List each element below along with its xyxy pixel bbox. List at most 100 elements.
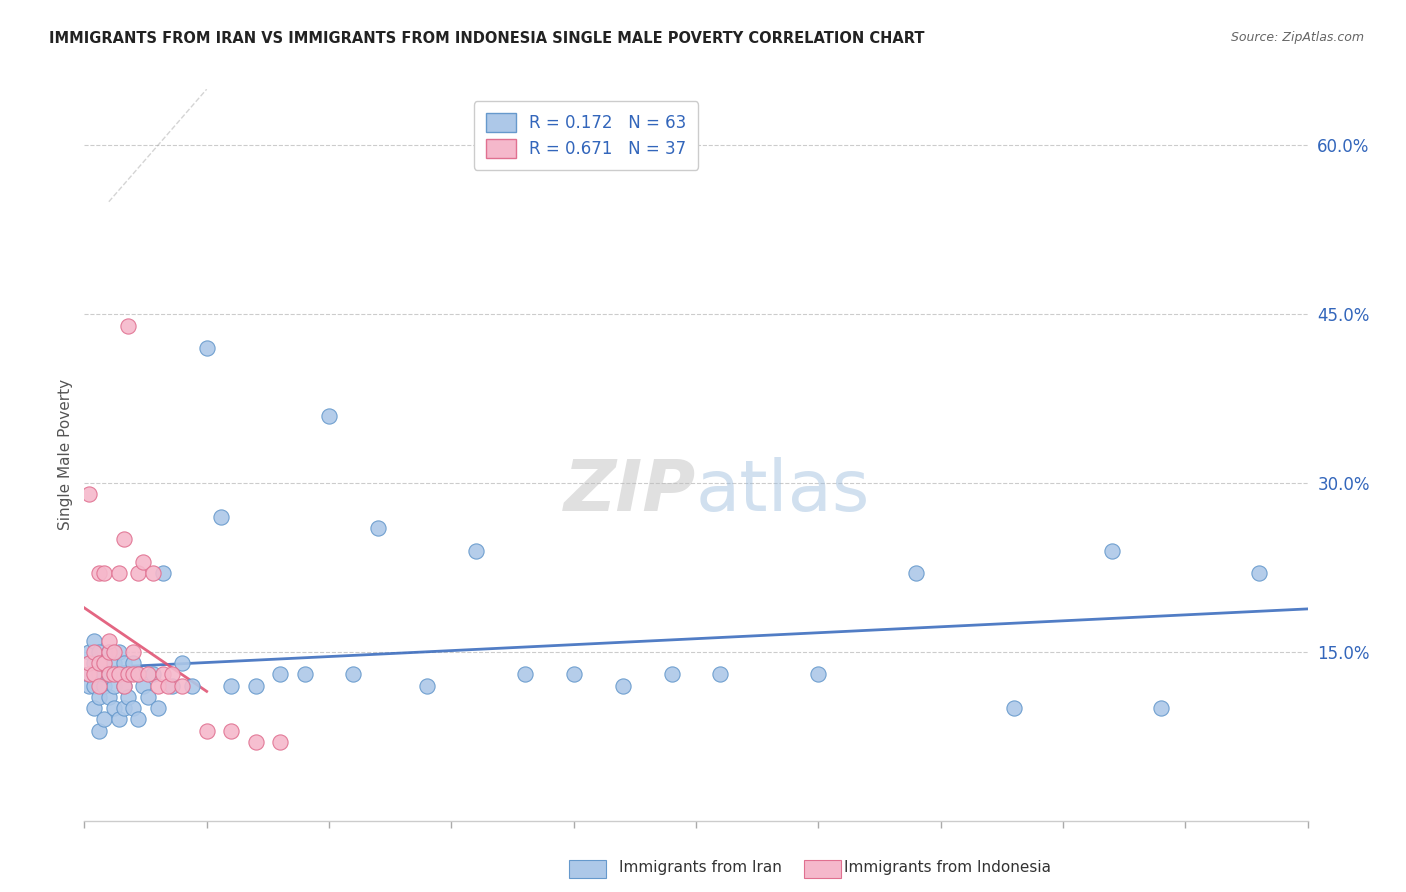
Point (318, 409, 340, 423)
Point (117, 318, 139, 333)
Point (367, 521, 389, 535)
Text: IMMIGRANTS FROM IRAN VS IMMIGRANTS FROM INDONESIA SINGLE MALE POVERTY CORRELATIO: IMMIGRANTS FROM IRAN VS IMMIGRANTS FROM … (49, 31, 925, 46)
Point (112, 679, 135, 693)
Point (127, 667, 149, 681)
Point (416, 679, 439, 693)
Point (245, 735, 267, 749)
Point (83, 667, 105, 681)
Point (612, 679, 634, 693)
Point (117, 667, 139, 681)
Point (146, 679, 169, 693)
Point (97, 633, 120, 648)
Point (219, 679, 242, 693)
Point (77, 487, 100, 501)
Point (181, 679, 204, 693)
Point (1101, 543, 1123, 558)
Text: atlas: atlas (696, 457, 870, 526)
Point (127, 712, 149, 726)
Point (112, 679, 135, 693)
Point (1002, 701, 1025, 715)
Point (136, 690, 159, 704)
Point (807, 667, 830, 681)
Point (77, 667, 100, 681)
Point (83, 656, 105, 670)
Point (162, 679, 184, 693)
Point (77, 656, 100, 670)
Point (709, 667, 731, 681)
Point (107, 712, 129, 726)
Point (1247, 566, 1270, 580)
Point (103, 701, 125, 715)
Point (905, 566, 928, 580)
Text: Immigrants from Indonesia: Immigrants from Indonesia (844, 860, 1050, 874)
Point (195, 723, 218, 738)
Point (97, 690, 120, 704)
Point (83, 701, 105, 715)
Point (122, 701, 145, 715)
Point (127, 566, 149, 580)
Point (77, 679, 100, 693)
Point (87, 679, 110, 693)
Point (172, 656, 194, 670)
Point (97, 667, 120, 681)
Point (83, 645, 105, 659)
Point (83, 633, 105, 648)
Point (117, 667, 139, 681)
Point (87, 723, 110, 738)
Point (93, 566, 115, 580)
Point (77, 645, 100, 659)
Point (464, 543, 486, 558)
Point (152, 566, 174, 580)
Point (132, 679, 155, 693)
Point (97, 645, 120, 659)
Point (107, 667, 129, 681)
Point (93, 679, 115, 693)
Point (107, 645, 129, 659)
Point (107, 566, 129, 580)
Y-axis label: Single Male Poverty: Single Male Poverty (58, 379, 73, 531)
Point (562, 667, 585, 681)
Point (156, 679, 179, 693)
Point (172, 679, 194, 693)
Point (112, 656, 135, 670)
Text: Source: ZipAtlas.com: Source: ZipAtlas.com (1230, 31, 1364, 45)
Point (97, 667, 120, 681)
Point (195, 341, 218, 355)
Point (87, 566, 110, 580)
Point (245, 679, 267, 693)
Point (661, 667, 683, 681)
Point (1150, 701, 1173, 715)
Point (93, 667, 115, 681)
Point (219, 723, 242, 738)
Point (117, 690, 139, 704)
Point (103, 656, 125, 670)
Point (269, 735, 291, 749)
Point (127, 667, 149, 681)
Point (122, 656, 145, 670)
Point (87, 645, 110, 659)
Point (136, 667, 159, 681)
Point (87, 656, 110, 670)
Point (132, 555, 155, 569)
Point (103, 645, 125, 659)
Text: ZIP: ZIP (564, 457, 696, 526)
Point (142, 566, 165, 580)
Point (77, 667, 100, 681)
Text: Immigrants from Iran: Immigrants from Iran (619, 860, 782, 874)
Point (513, 667, 536, 681)
Point (83, 679, 105, 693)
Legend: R = 0.172   N = 63, R = 0.671   N = 37: R = 0.172 N = 63, R = 0.671 N = 37 (474, 101, 697, 169)
Point (87, 667, 110, 681)
Point (103, 667, 125, 681)
Point (122, 645, 145, 659)
Point (93, 712, 115, 726)
Point (209, 509, 232, 524)
Point (146, 701, 169, 715)
Point (93, 656, 115, 670)
Point (152, 667, 174, 681)
Point (107, 667, 129, 681)
Point (142, 667, 165, 681)
Point (103, 679, 125, 693)
Point (112, 701, 135, 715)
Point (162, 667, 184, 681)
